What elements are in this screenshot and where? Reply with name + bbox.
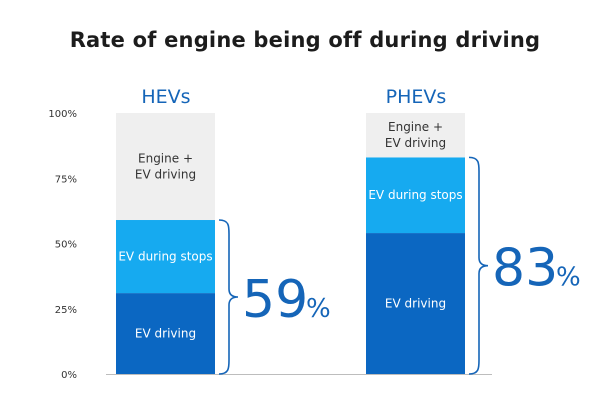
total-value: 59: [242, 270, 308, 330]
bar-segment-label: EV driving: [135, 168, 196, 182]
category-label-hevs: HEVs: [141, 86, 191, 108]
bar-segment-ev-during-stops: [116, 220, 215, 294]
bar-segment-label: Engine +: [388, 120, 443, 134]
total-brace: [218, 219, 239, 375]
bar-segment-label: Engine +: [138, 152, 193, 166]
bar-segment-label: EV driving: [385, 297, 446, 311]
y-tick-label: 0%: [61, 370, 77, 381]
y-tick-label: 75%: [55, 174, 77, 185]
y-tick-label: 25%: [55, 305, 77, 316]
bar-segment-ev-driving: [366, 233, 465, 374]
y-tick-label: 50%: [55, 240, 77, 251]
bar-segment-engine-ev-driving: [116, 113, 215, 221]
category-label-phevs: PHEVs: [385, 86, 447, 108]
total-unit: %: [306, 294, 331, 324]
bar-segment-ev-during-stops: [366, 157, 465, 234]
bar-segment-engine-ev-driving: [366, 113, 465, 158]
total-brace: [468, 156, 489, 375]
total-value: 83: [492, 239, 558, 299]
bar-segment-label: EV driving: [135, 327, 196, 341]
bar-segment-label: EV during stops: [118, 250, 212, 264]
bar-segment-ev-driving: [116, 293, 215, 374]
total-unit: %: [556, 263, 581, 293]
bar-segment-label: EV driving: [385, 136, 446, 150]
chart-title: Rate of engine being off during driving: [69, 28, 541, 52]
y-tick-label: 100%: [48, 109, 77, 120]
bar-segment-label: EV during stops: [368, 188, 462, 202]
